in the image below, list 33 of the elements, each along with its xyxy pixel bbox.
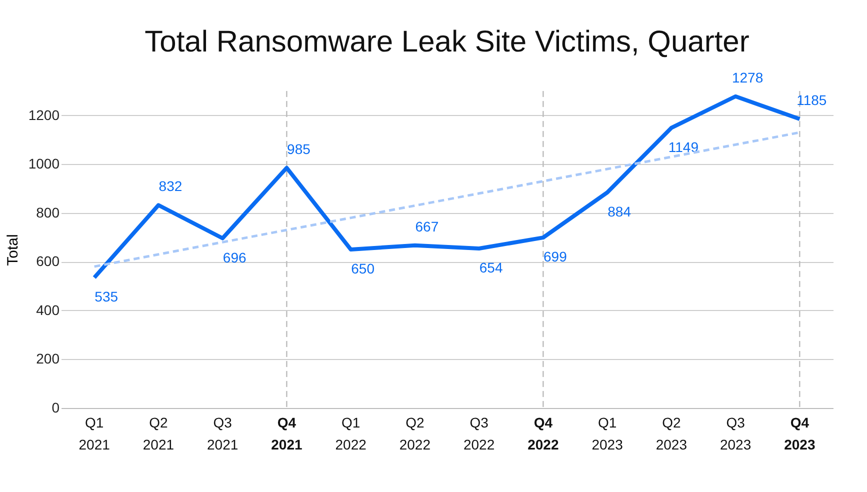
x-tick-label: Q1 2022 xyxy=(335,414,367,452)
chart-title: Total Ransomware Leak Site Victims, Quarter xyxy=(144,25,750,58)
y-tick-label: 600 xyxy=(36,253,60,270)
data-label: 1149 xyxy=(668,138,699,155)
y-tick-label: 400 xyxy=(36,302,60,318)
x-tick-label: Q3 2022 xyxy=(463,414,495,452)
x-tick-label: Q2 2023 xyxy=(656,414,688,452)
x-tick-label: Q1 2023 xyxy=(592,414,624,452)
y-tick-label: 1200 xyxy=(28,106,60,123)
x-tick-label: Q3 2021 xyxy=(207,414,238,452)
y-tick-label: 1000 xyxy=(28,156,60,172)
data-label: 535 xyxy=(94,288,118,305)
data-label: 654 xyxy=(479,260,503,276)
data-label: 1278 xyxy=(732,69,764,86)
data-label: 832 xyxy=(158,178,182,194)
y-tick-label: 800 xyxy=(36,204,60,220)
data-label: 696 xyxy=(222,249,246,266)
data-label: 884 xyxy=(608,203,632,220)
data-label: 667 xyxy=(415,218,439,234)
data-label: 650 xyxy=(351,260,375,276)
x-tick-label: Q2 2021 xyxy=(142,414,174,452)
x-tick-label: Q2 2022 xyxy=(399,414,431,452)
data-label: 1185 xyxy=(796,92,827,108)
x-tick-label: Q4 2021 xyxy=(271,414,302,452)
x-tick-label: Q4 2022 xyxy=(528,414,559,452)
data-label: 985 xyxy=(287,140,311,157)
data-label: 699 xyxy=(544,248,568,265)
x-tick-label: Q4 2023 xyxy=(784,414,816,452)
x-tick-label: Q1 2021 xyxy=(78,414,110,452)
y-tick-label: 0 xyxy=(52,400,60,416)
y-axis-title: Total xyxy=(4,234,22,266)
x-tick-label: Q3 2023 xyxy=(720,414,752,452)
y-tick-label: 200 xyxy=(36,350,60,367)
